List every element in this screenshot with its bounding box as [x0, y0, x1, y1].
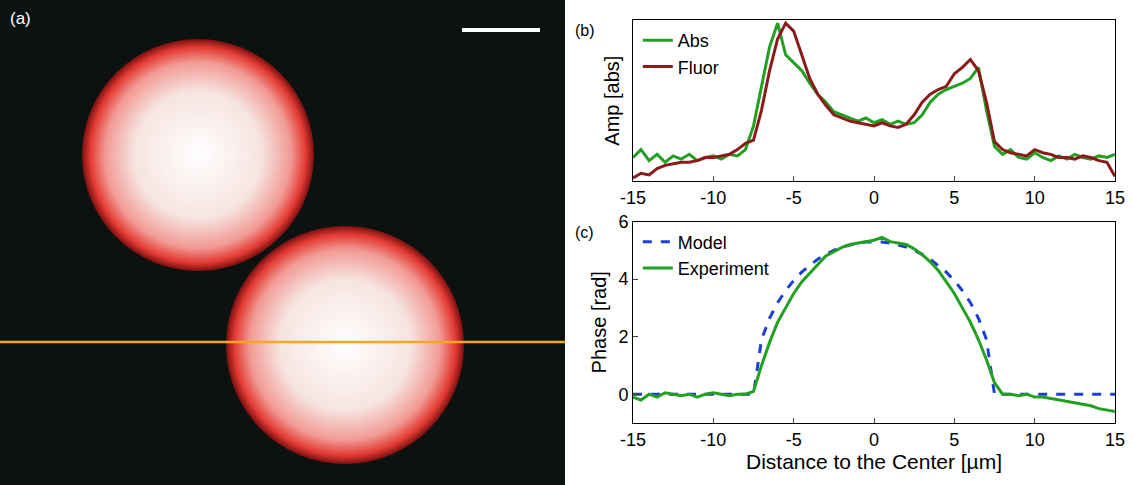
svg-text:Fluor: Fluor	[678, 58, 719, 78]
svg-text:-10: -10	[700, 430, 726, 450]
svg-text:Amp [abs]: Amp [abs]	[602, 56, 624, 146]
svg-text:2: 2	[618, 327, 628, 347]
svg-text:5: 5	[949, 430, 959, 450]
svg-text:15: 15	[1105, 430, 1125, 450]
svg-text:-15: -15	[620, 430, 646, 450]
svg-text:(a): (a)	[10, 9, 31, 28]
svg-text:Model: Model	[678, 233, 727, 253]
svg-text:-15: -15	[620, 188, 646, 208]
svg-text:0: 0	[869, 430, 879, 450]
svg-text:0: 0	[869, 188, 879, 208]
svg-text:5: 5	[949, 188, 959, 208]
svg-text:-10: -10	[700, 188, 726, 208]
svg-text:(b): (b)	[575, 22, 595, 39]
svg-text:10: 10	[1025, 188, 1045, 208]
svg-text:-5: -5	[786, 188, 802, 208]
svg-text:-5: -5	[786, 430, 802, 450]
svg-text:Experiment: Experiment	[678, 259, 769, 279]
svg-text:Distance to the Center [µm]: Distance to the Center [µm]	[746, 450, 1002, 473]
svg-text:Phase [rad]: Phase [rad]	[588, 271, 610, 373]
svg-text:15: 15	[1105, 188, 1125, 208]
svg-text:(c): (c)	[575, 224, 594, 241]
svg-text:Abs: Abs	[678, 31, 709, 51]
svg-text:0: 0	[618, 385, 628, 405]
svg-text:4: 4	[618, 269, 628, 289]
svg-text:6: 6	[618, 212, 628, 232]
svg-text:10: 10	[1025, 430, 1045, 450]
